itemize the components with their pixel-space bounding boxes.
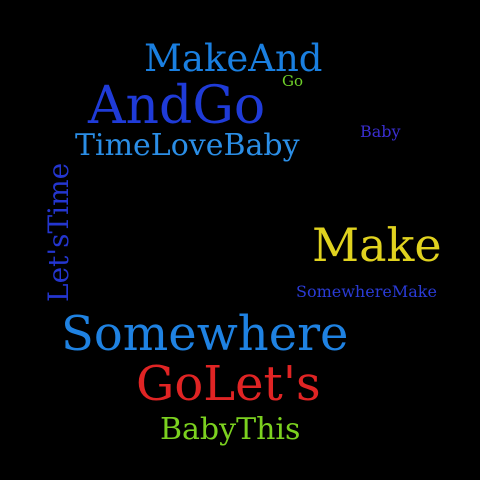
word-go: Go	[282, 72, 304, 90]
word-somewhere: Somewhere	[61, 306, 349, 362]
word-somewheremake: SomewhereMake	[296, 282, 437, 301]
word-baby: Baby	[360, 122, 401, 141]
word-makeand: MakeAnd	[144, 37, 323, 80]
word-golets: GoLet's	[136, 356, 321, 412]
word-timelovebaby: TimeLoveBaby	[75, 128, 300, 163]
word-babythis: BabyThis	[160, 412, 301, 447]
word-make: Make	[312, 218, 442, 272]
word-andgo: AndGo	[88, 76, 266, 136]
word-letstime-vertical: Let'sTime	[42, 162, 75, 302]
